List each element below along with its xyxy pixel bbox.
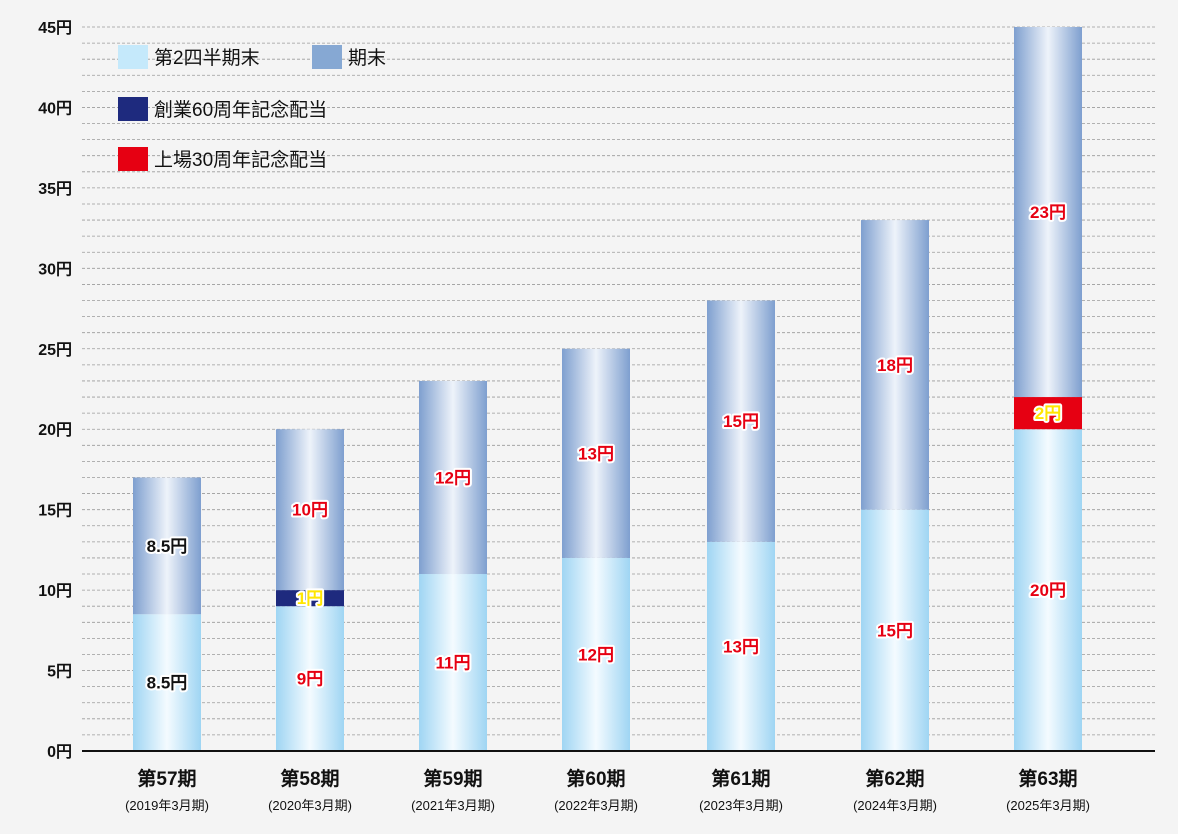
data-label: 12円 (578, 645, 614, 664)
data-label: 11円 (436, 654, 471, 673)
bar-segment (861, 220, 929, 510)
data-labels: 8.5円 8.5円 9円 1円 10円 11円 12円 12円 13円 13円 15円 15円 18円 2… (145, 201, 1068, 695)
data-label: 8.5円 (147, 674, 188, 693)
x-category-label: 第62期 (865, 767, 924, 790)
bar-segment (562, 348, 630, 558)
data-label: 12円 (435, 468, 471, 487)
data-label: 20円 (1030, 581, 1066, 600)
bar-segment (276, 590, 344, 607)
bar-segment (707, 300, 775, 542)
x-category-label: 第61期 (711, 767, 770, 790)
legend-swatch (312, 45, 342, 69)
y-tick-label: 35円 (38, 180, 72, 198)
data-label: 2円 (1035, 404, 1061, 423)
legend-label: 期末 (348, 47, 386, 69)
y-tick-label: 40円 (38, 99, 72, 117)
data-label: 13円 (723, 637, 759, 656)
y-tick-label: 15円 (38, 502, 72, 520)
y-tick-label: 10円 (38, 582, 72, 600)
x-category-sublabel: (2022年3月期) (554, 798, 638, 813)
y-axis: 0円 5円 10円 15円 20円 25円 30円 35円 40円 45円 (38, 19, 72, 761)
legend-label: 創業60周年記念配当 (154, 98, 327, 121)
data-label: 9円 (297, 670, 323, 689)
legend-label: 第2四半期末 (154, 47, 260, 69)
x-category-sublabel: (2019年3月期) (125, 798, 209, 813)
bar-segment (707, 541, 775, 751)
data-label: 10円 (292, 501, 328, 520)
x-category-sublabel: (2025年3月期) (1006, 798, 1090, 813)
x-category-sublabel: (2021年3月期) (411, 798, 495, 813)
bar-segment (1014, 397, 1082, 430)
y-tick-label: 30円 (38, 260, 72, 278)
legend-swatch (118, 147, 148, 171)
bar-segment (419, 574, 487, 751)
data-label: 1円 (297, 589, 323, 608)
bar-segment (133, 614, 201, 751)
y-tick-label: 45円 (38, 19, 72, 37)
data-label: 18円 (877, 356, 913, 375)
data-label: 8.5円 (147, 537, 188, 556)
x-category-sublabel: (2024年3月期) (853, 798, 937, 813)
x-category-sublabel: (2023年3月期) (699, 798, 783, 813)
y-tick-label: 0円 (47, 743, 72, 761)
x-category-label: 第60期 (566, 767, 625, 790)
bar-segment (1014, 429, 1082, 751)
x-category-sublabel: (2020年3月期) (268, 798, 352, 813)
bar-segment (276, 606, 344, 751)
data-label: 13円 (578, 444, 614, 463)
bar-segment (133, 477, 201, 615)
y-tick-label: 25円 (38, 341, 72, 359)
y-tick-label: 5円 (47, 663, 72, 681)
legend-swatch (118, 45, 148, 69)
bars (133, 27, 1082, 751)
x-axis: 第57期 (2019年3月期) 第58期 (2020年3月期) 第59期 (2021年3月… (82, 750, 1155, 813)
data-label: 23円 (1030, 203, 1066, 222)
x-category-label: 第59期 (423, 767, 482, 790)
legend-swatch (118, 97, 148, 121)
data-label: 15円 (877, 621, 913, 640)
bar-segment (861, 509, 929, 751)
legend-label: 上場30周年記念配当 (154, 148, 327, 171)
bar-segment (1014, 27, 1082, 398)
bar-segment (419, 380, 487, 575)
y-tick-label: 20円 (38, 421, 72, 439)
bar-segment (276, 429, 344, 591)
data-label: 15円 (723, 412, 759, 431)
x-category-label: 第58期 (280, 767, 339, 790)
x-category-label: 第57期 (137, 767, 196, 790)
x-category-label: 第63期 (1018, 767, 1077, 790)
bar-segment (562, 557, 630, 751)
